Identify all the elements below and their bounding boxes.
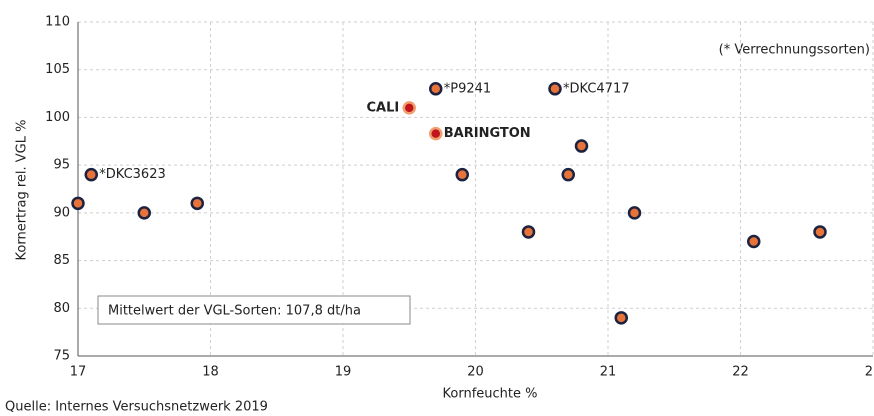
point: [71, 196, 85, 211]
note-box: [97, 295, 411, 325]
point-label: BARINGTON: [444, 126, 531, 141]
x-tick-label: 17: [70, 365, 87, 380]
y-tick-label: 100: [45, 110, 70, 125]
x-tick-label: 23: [865, 365, 874, 380]
x-tick-label: 18: [202, 365, 219, 380]
x-tick-label: 20: [467, 365, 484, 380]
annotation: (* Verrechnungssorten): [719, 43, 870, 58]
y-axis-label: Kornertrag rel. VGL %: [15, 120, 30, 261]
y-tick-label: 75: [53, 349, 70, 364]
y-tick-label: 105: [45, 62, 70, 77]
note-text: Mittelwert der VGL-Sorten: 107,8 dt/ha: [108, 304, 361, 319]
point: [84, 167, 98, 182]
point: [429, 82, 443, 96]
point: [627, 206, 642, 220]
point: [137, 206, 151, 220]
x-axis-label: Kornfeuchte %: [443, 387, 538, 402]
point: [548, 82, 562, 96]
x-tick-label: 19: [335, 365, 352, 380]
y-tick-label: 110: [45, 15, 70, 30]
y-tick-label: 85: [53, 253, 70, 268]
point-label: *DKC4717: [563, 81, 630, 96]
y-tick-label: 80: [53, 301, 70, 316]
point: [455, 167, 469, 182]
point-label: *P9241: [444, 81, 491, 96]
point: [190, 196, 204, 211]
point: [521, 225, 536, 239]
point: [561, 167, 575, 182]
source: Quelle: Internes Versuchsnetzwerk 2019: [5, 400, 268, 415]
point: [614, 311, 628, 325]
x-tick-label: 22: [732, 365, 749, 380]
y-tick-label: 95: [53, 158, 70, 173]
point: [429, 126, 443, 141]
x-tick-label: 21: [600, 365, 617, 380]
point: [813, 225, 827, 239]
y-tick-label: 90: [53, 205, 70, 220]
point-label: CALI: [367, 100, 400, 115]
point-label: *DKC3623: [99, 167, 166, 182]
point: [402, 101, 416, 115]
point: [747, 234, 761, 249]
point: [574, 139, 589, 153]
